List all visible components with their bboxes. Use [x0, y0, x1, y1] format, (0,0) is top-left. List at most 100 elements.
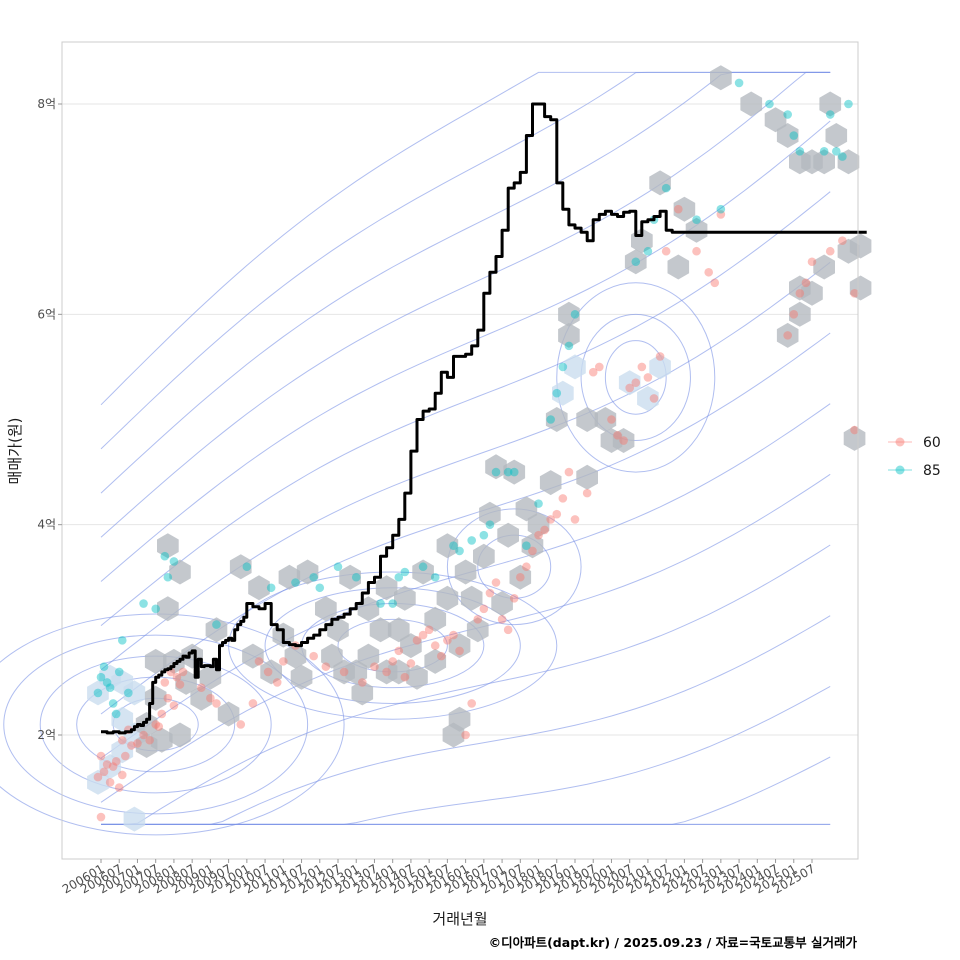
hexbin-cell — [278, 564, 301, 590]
contour-line — [100, 71, 831, 494]
data-point-60 — [655, 352, 665, 361]
hexbin-cell — [612, 428, 635, 453]
scatter-points — [93, 78, 859, 822]
hexbin-cell — [789, 301, 811, 327]
data-point-60 — [114, 783, 124, 792]
data-point-60 — [178, 667, 188, 677]
hexbin-cell — [813, 254, 835, 280]
data-point-85 — [430, 572, 440, 582]
data-point-85 — [819, 147, 829, 156]
data-point-60 — [503, 625, 513, 635]
hexbin-cell — [521, 533, 544, 559]
hexbin-cell — [491, 591, 513, 616]
hexbin-cell — [296, 559, 319, 585]
data-point-60 — [394, 646, 404, 656]
hexbin-cell — [99, 754, 121, 779]
hexbin-cell — [150, 727, 173, 753]
hexbin-cell — [618, 370, 641, 396]
hexbin-cell — [394, 585, 416, 611]
data-point-85 — [509, 467, 519, 477]
hexbin-cell — [497, 522, 519, 548]
hexbin-cell — [157, 596, 179, 622]
data-point-85 — [467, 536, 476, 545]
data-point-85 — [93, 688, 103, 698]
data-point-60 — [850, 289, 859, 298]
hexbin-cell — [123, 680, 146, 706]
data-point-60 — [93, 772, 103, 782]
data-point-85 — [124, 688, 133, 698]
data-point-60 — [661, 246, 671, 256]
hexbin-cell — [594, 407, 617, 432]
hexbin-cell — [849, 233, 872, 259]
y-tick-label: 8억 — [37, 97, 56, 111]
data-point-60 — [588, 367, 598, 377]
hexbin-cell — [576, 407, 598, 432]
data-point-60 — [96, 751, 106, 761]
hexbin-cell — [406, 664, 428, 690]
data-point-60 — [595, 362, 604, 372]
data-point-60 — [838, 236, 847, 246]
data-point-85 — [333, 562, 343, 572]
hexbin-cell — [315, 596, 337, 622]
contour-line — [100, 473, 831, 803]
data-point-85 — [108, 699, 118, 708]
data-point-85 — [631, 257, 641, 267]
hexbin-layer — [87, 65, 872, 832]
data-point-60 — [625, 383, 634, 393]
data-point-60 — [424, 625, 434, 635]
data-point-60 — [196, 683, 206, 692]
data-point-60 — [692, 246, 701, 256]
data-point-85 — [96, 672, 106, 682]
hexbin-cell — [448, 706, 471, 732]
panel-border — [61, 41, 859, 860]
data-point-85 — [522, 541, 531, 550]
data-point-60 — [558, 494, 568, 503]
legend-key-dot-85 — [895, 465, 905, 475]
data-point-85 — [789, 131, 799, 140]
data-point-60 — [716, 210, 726, 219]
data-point-60 — [522, 562, 531, 572]
hexbin-cell — [527, 512, 550, 538]
hexbin-cell — [284, 643, 307, 669]
data-point-85 — [734, 78, 744, 88]
data-point-60 — [412, 636, 422, 645]
data-point-60 — [613, 430, 622, 440]
hexbin-cell — [205, 617, 228, 643]
hexbin-cell — [776, 123, 799, 148]
hexbin-cell — [825, 123, 848, 148]
hexbin-cell — [460, 585, 483, 611]
data-point-85 — [783, 110, 792, 119]
hexbin-cell — [87, 680, 109, 706]
y-tick-label: 2억 — [37, 728, 56, 742]
data-point-85 — [151, 604, 160, 614]
hexbin-cell — [175, 669, 197, 695]
data-point-60 — [552, 509, 562, 519]
legend-item-60[interactable]: 60 — [888, 435, 941, 451]
hexbin-cell — [545, 407, 568, 432]
contour-line — [100, 120, 831, 582]
hexbin-cell — [157, 533, 179, 559]
hexbin-cell — [357, 643, 380, 669]
data-point-60 — [358, 678, 367, 687]
data-point-85 — [376, 599, 385, 608]
legend-item-85[interactable]: 85 — [888, 463, 941, 479]
data-point-60 — [279, 657, 288, 666]
hexbin-cell — [369, 617, 392, 643]
data-point-60 — [206, 693, 215, 703]
data-point-85 — [102, 678, 112, 687]
contour-line — [100, 191, 831, 626]
hexbin-cell — [321, 643, 343, 669]
contour-ring — [604, 340, 667, 415]
data-point-60 — [105, 778, 115, 787]
data-point-60 — [111, 756, 121, 766]
data-point-60 — [127, 741, 136, 750]
data-point-60 — [540, 525, 549, 535]
data-point-85 — [692, 215, 701, 224]
hexbin-cell — [673, 196, 696, 222]
data-point-85 — [99, 662, 109, 671]
legend-label-85: 85 — [923, 463, 941, 479]
hexbin-cell — [351, 680, 374, 706]
data-point-60 — [263, 667, 273, 677]
hexbin-cell — [515, 496, 538, 522]
data-point-60 — [619, 436, 628, 445]
